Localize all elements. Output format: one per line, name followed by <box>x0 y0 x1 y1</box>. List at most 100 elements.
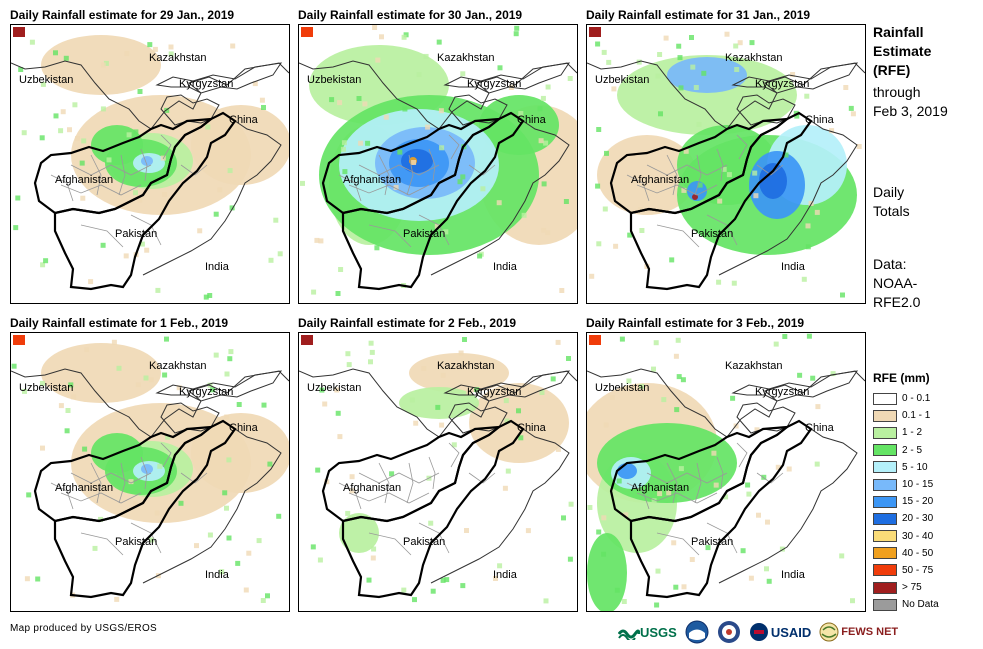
legend-label: 0.1 - 1 <box>902 410 931 422</box>
rainfall-pixel <box>389 471 395 477</box>
rainfall-pixel <box>701 70 707 76</box>
rainfall-pixel <box>797 372 803 378</box>
rainfall-pixel <box>383 114 389 120</box>
country-border <box>299 60 577 130</box>
legend-item: 2 - 5 <box>873 442 939 459</box>
district-boundary <box>80 532 124 556</box>
rainfall-pixel <box>775 464 781 470</box>
rainfall-pixel <box>568 501 574 507</box>
rainfall-pixel <box>505 468 511 474</box>
country-label-uzbekistan: Uzbekistan <box>19 382 73 394</box>
rainfall-pixel <box>697 182 703 188</box>
rainfall-pixel <box>82 446 88 452</box>
country-label-pakistan: Pakistan <box>115 536 157 548</box>
data-line: NOAA- <box>873 275 918 291</box>
district-boundary <box>646 164 728 176</box>
rainfall-pixel <box>676 374 682 380</box>
data-line: RFE2.0 <box>873 294 921 310</box>
rainfall-pixel <box>627 232 633 238</box>
rainfall-pixel <box>154 510 160 516</box>
rainfall-pixel <box>829 128 835 134</box>
rainfall-pixel <box>717 198 723 204</box>
rainfall-pixel <box>338 267 344 272</box>
rainfall-pixel <box>161 419 167 425</box>
legend-item: 40 - 50 <box>873 545 939 562</box>
country-label-uzbekistan: Uzbekistan <box>595 382 649 394</box>
rainfall-pixel <box>805 223 811 229</box>
legend-swatch <box>873 564 897 577</box>
rainfall-pixel <box>123 253 129 259</box>
rainfall-pixel <box>814 461 820 467</box>
country-label-kazakhstan: Kazakhstan <box>437 360 494 372</box>
rainfall-area <box>667 57 747 93</box>
rainfall-pixel <box>227 356 233 362</box>
rfe-title: Rainfall Estimate (RFE) <box>873 23 931 80</box>
country-label-kyrgyzstan: Kyrgyzstan <box>179 386 233 398</box>
rainfall-pixel <box>165 434 171 440</box>
daily-totals-label: Daily Totals <box>873 183 910 221</box>
rainfall-pixel <box>766 578 772 584</box>
rainfall-pixel <box>435 404 441 410</box>
rainfall-pixel <box>814 209 820 215</box>
rainfall-area <box>409 353 509 393</box>
rainfall-pixel <box>843 85 849 90</box>
country-label-india: India <box>493 569 518 581</box>
rainfall-pixel <box>15 195 21 201</box>
rainfall-pixel <box>143 375 149 381</box>
rainfall-pixel <box>756 512 761 518</box>
usgs-logo: USGS <box>618 624 677 640</box>
district-boundary <box>70 164 152 176</box>
district-boundary <box>368 224 412 248</box>
rainfall-pixel <box>839 553 845 559</box>
rainfall-pixel <box>460 583 466 589</box>
rainfall-pixel <box>229 205 235 211</box>
country-border <box>731 370 859 402</box>
rainfall-pixel <box>124 51 130 57</box>
rainfall-pixel <box>477 253 483 259</box>
legend-swatch <box>873 598 897 611</box>
district-boundary <box>694 462 702 504</box>
district-boundary <box>736 442 748 468</box>
rainfall-pixel <box>675 337 681 343</box>
rainfall-pixel <box>493 576 498 581</box>
rainfall-pixel <box>830 371 836 377</box>
rainfall-pixel <box>513 31 519 37</box>
rainfall-area <box>41 343 161 403</box>
country-border <box>587 368 865 438</box>
rainfall-pixel <box>314 237 320 243</box>
rainfall-pixel <box>677 55 683 61</box>
country-label-afghanistan: Afghanistan <box>631 482 689 494</box>
rainfall-pixel <box>678 85 684 91</box>
rainfall-pixel <box>674 407 680 413</box>
legend-item: 10 - 15 <box>873 476 939 493</box>
district-boundary <box>140 456 148 490</box>
district-boundary <box>338 482 362 510</box>
map-panel-5: Daily Rainfall estimate for 2 Feb., 2019… <box>298 316 578 616</box>
map-frame: Kazakhstan Uzbekistan Kyrgyzstan China Afgha… <box>298 332 578 612</box>
rainfall-pixel <box>423 53 429 59</box>
country-label-china: China <box>229 114 259 126</box>
rainfall-pixel <box>856 144 862 149</box>
panel-title: Daily Rainfall estimate for 30 Jan., 201… <box>298 8 523 22</box>
focus-country-border <box>629 419 813 599</box>
legend-swatch <box>873 512 897 525</box>
corner-rainfall-area <box>589 335 601 345</box>
rainfall-pixel <box>541 227 547 233</box>
rainfall-pixel <box>273 217 279 223</box>
rainfall-pixel <box>222 490 228 496</box>
legend-swatch <box>873 461 897 474</box>
rainfall-map: Kazakhstan Uzbekistan Kyrgyzstan China Afgha… <box>11 27 289 300</box>
usaid-wordmark: USAID <box>770 624 812 640</box>
rainfall-area <box>587 533 627 611</box>
rainfall-pixel <box>748 575 754 581</box>
daily-line: Daily <box>873 184 905 200</box>
rainfall-pixel <box>745 482 751 488</box>
rainfall-pixel <box>596 529 602 535</box>
rainfall-pixel <box>207 532 213 538</box>
rainfall-pixel <box>371 546 377 552</box>
country-label-kyrgyzstan: Kyrgyzstan <box>467 78 521 90</box>
rainfall-pixel <box>342 169 348 175</box>
rainfall-pixel <box>458 350 464 356</box>
rainfall-pixel <box>379 34 384 40</box>
district-boundary <box>140 148 148 182</box>
